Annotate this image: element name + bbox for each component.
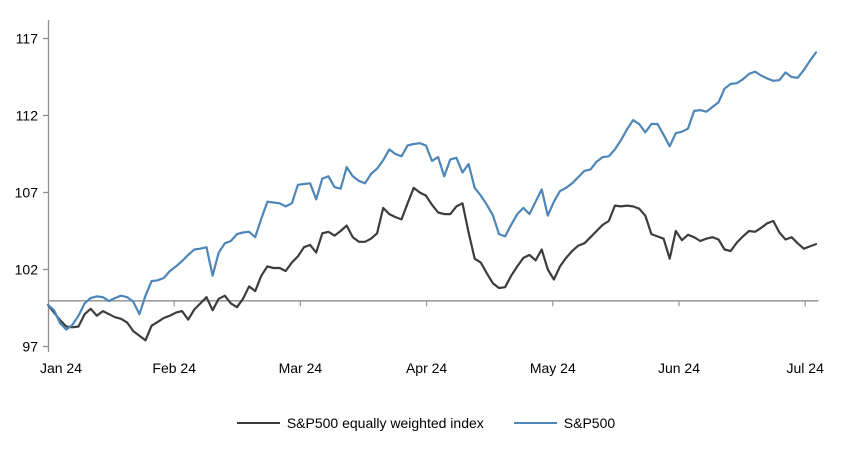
x-tick-label: Apr 24: [406, 360, 447, 376]
equal-weight-line-swatch: [236, 422, 280, 424]
x-tick-label: Feb 24: [152, 360, 196, 376]
y-tick-label: 117: [16, 31, 39, 47]
equal-weight-index-line: [46, 186, 818, 342]
y-tick-label: 112: [16, 108, 39, 124]
x-tick-label: Jan 24: [40, 360, 82, 376]
x-tick-label: Mar 24: [279, 360, 323, 376]
sp500-line-swatch: [513, 422, 557, 424]
x-tick-label: May 24: [530, 360, 576, 376]
sp500-line: [46, 51, 818, 331]
chart-legend: S&P500 equally weighted index S&P500: [0, 412, 852, 434]
x-tick-label: Jul 24: [787, 360, 825, 376]
legend-label-sp500: S&P500: [563, 415, 616, 431]
legend-label-equal-weight: S&P500 equally weighted index: [286, 415, 484, 431]
legend-item-equal-weight: S&P500 equally weighted index: [236, 415, 484, 431]
legend-item-sp500: S&P500: [513, 415, 616, 431]
axes: 97 102 107 112 117 Jan 24 Feb 24 Mar 24 Apr 24 Ma…: [15, 20, 824, 376]
y-tick-label: 102: [15, 262, 39, 278]
series-lines: [46, 51, 818, 342]
x-tick-label: Jun 24: [658, 360, 700, 376]
y-tick-label: 107: [15, 185, 39, 201]
y-tick-label: 97: [22, 339, 38, 355]
